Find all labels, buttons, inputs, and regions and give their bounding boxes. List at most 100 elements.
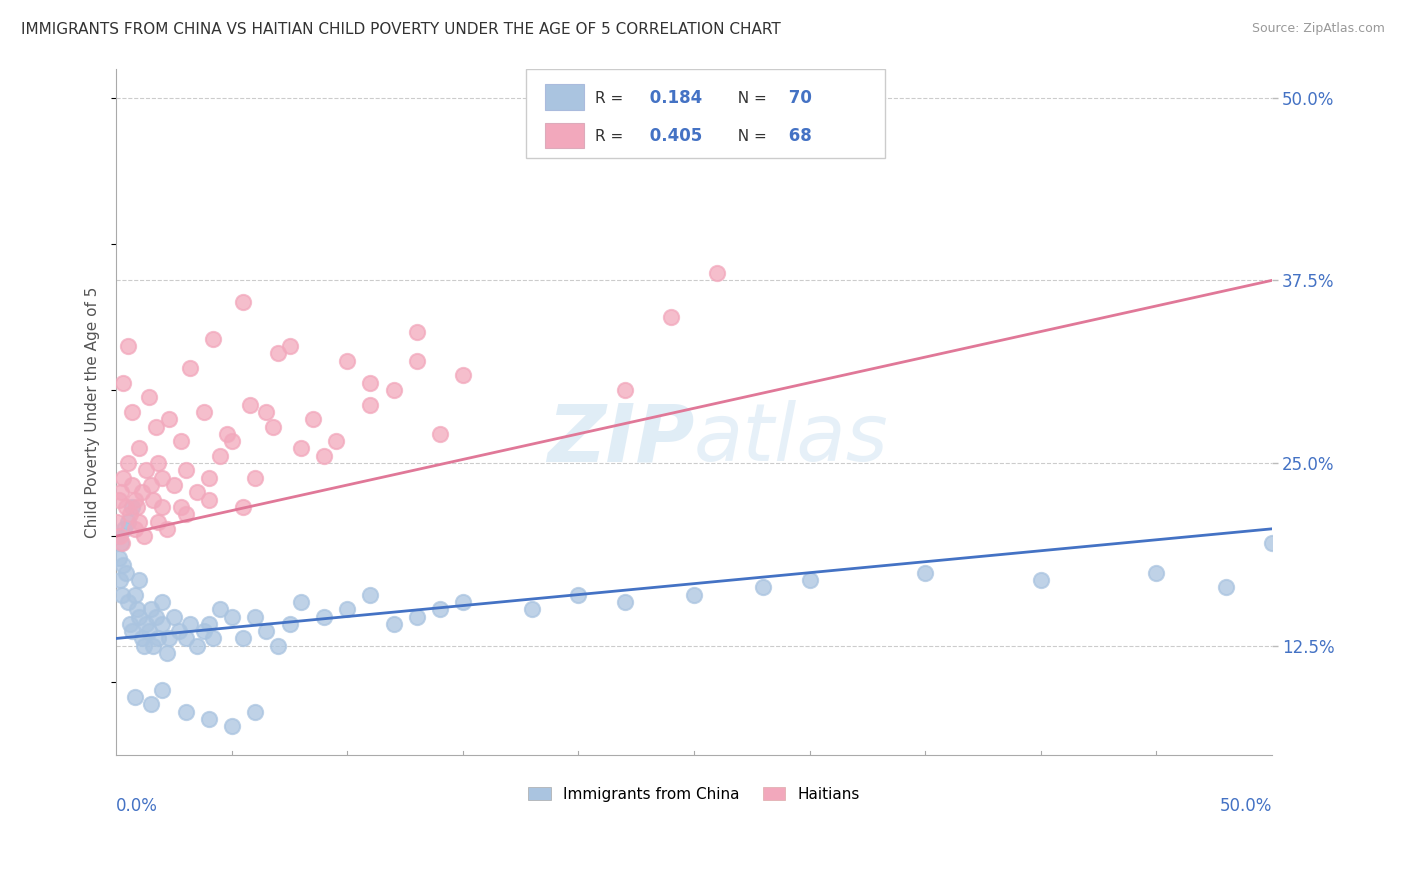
Point — [174, 705, 197, 719]
Point — [170, 500, 193, 514]
Point — [117, 339, 139, 353]
Point — [336, 602, 359, 616]
Point — [107, 492, 129, 507]
Point — [152, 682, 174, 697]
Point — [359, 376, 381, 390]
Point — [112, 558, 135, 573]
Y-axis label: Child Poverty Under the Age of 5: Child Poverty Under the Age of 5 — [86, 286, 100, 538]
Point — [170, 434, 193, 449]
Point — [429, 426, 451, 441]
Text: 0.0%: 0.0% — [117, 797, 157, 814]
Point — [290, 595, 312, 609]
Text: N =: N = — [727, 91, 766, 106]
Point — [405, 609, 427, 624]
Point — [451, 595, 474, 609]
Text: R =: R = — [595, 91, 627, 106]
Point — [659, 310, 682, 324]
Point — [112, 471, 135, 485]
Point — [142, 639, 165, 653]
Point — [278, 616, 301, 631]
Point — [131, 632, 153, 646]
Point — [110, 485, 132, 500]
Point — [114, 500, 136, 514]
Point — [107, 515, 129, 529]
Point — [239, 398, 262, 412]
Point — [202, 632, 225, 646]
Text: ZIP: ZIP — [547, 401, 695, 478]
Point — [152, 500, 174, 514]
Point — [132, 529, 155, 543]
Point — [174, 463, 197, 477]
Point — [209, 602, 232, 616]
Point — [197, 616, 219, 631]
Point — [138, 624, 160, 639]
Point — [522, 602, 544, 616]
Point — [567, 588, 589, 602]
Point — [145, 609, 167, 624]
Point — [1260, 536, 1282, 550]
Point — [243, 471, 266, 485]
Text: Source: ZipAtlas.com: Source: ZipAtlas.com — [1251, 22, 1385, 36]
Point — [111, 536, 134, 550]
Point — [110, 536, 132, 550]
Point — [128, 573, 150, 587]
Point — [146, 456, 169, 470]
Legend: Immigrants from China, Haitians: Immigrants from China, Haitians — [520, 780, 868, 810]
Point — [179, 361, 201, 376]
Point — [325, 434, 347, 449]
Point — [125, 500, 148, 514]
Point — [121, 624, 143, 639]
Point — [163, 609, 186, 624]
Point — [112, 522, 135, 536]
Point — [197, 492, 219, 507]
Point — [157, 632, 180, 646]
Point — [256, 405, 278, 419]
Point — [186, 639, 208, 653]
Point — [152, 471, 174, 485]
Point — [131, 485, 153, 500]
Point — [243, 705, 266, 719]
Point — [290, 442, 312, 456]
Point — [221, 609, 243, 624]
Point — [139, 478, 162, 492]
Point — [108, 573, 131, 587]
Point — [124, 588, 146, 602]
Point — [314, 609, 336, 624]
Point — [112, 376, 135, 390]
Point — [193, 405, 215, 419]
Point — [156, 646, 179, 660]
Text: IMMIGRANTS FROM CHINA VS HAITIAN CHILD POVERTY UNDER THE AGE OF 5 CORRELATION CH: IMMIGRANTS FROM CHINA VS HAITIAN CHILD P… — [21, 22, 780, 37]
Point — [157, 412, 180, 426]
Point — [120, 616, 142, 631]
Text: R =: R = — [595, 128, 627, 144]
Point — [121, 478, 143, 492]
Point — [613, 595, 636, 609]
Point — [174, 507, 197, 521]
Text: 68: 68 — [783, 128, 811, 145]
Point — [232, 500, 254, 514]
Point — [121, 500, 143, 514]
Point — [613, 383, 636, 397]
Point — [117, 456, 139, 470]
Point — [124, 690, 146, 704]
Point — [752, 580, 775, 594]
Point — [135, 616, 157, 631]
Point — [359, 588, 381, 602]
Point — [267, 639, 290, 653]
Point — [314, 449, 336, 463]
Point — [163, 478, 186, 492]
Point — [221, 434, 243, 449]
Point — [278, 339, 301, 353]
Point — [114, 566, 136, 580]
Point — [120, 507, 142, 521]
Point — [301, 412, 323, 426]
Point — [128, 442, 150, 456]
Point — [117, 515, 139, 529]
Point — [124, 492, 146, 507]
Point — [451, 368, 474, 383]
Point — [139, 697, 162, 711]
Point — [111, 588, 134, 602]
Text: 50.0%: 50.0% — [1219, 797, 1271, 814]
Point — [683, 588, 706, 602]
Point — [167, 624, 190, 639]
